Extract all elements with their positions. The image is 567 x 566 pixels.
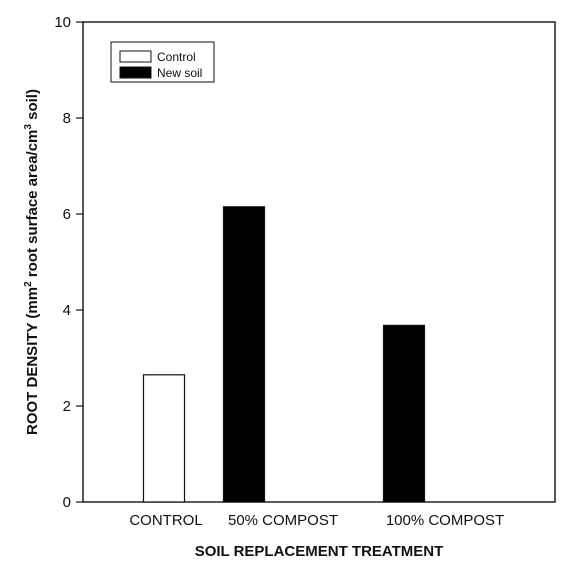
y-tick-label: 2 (63, 398, 71, 415)
y-axis-title: ROOT DENSITY (mm2 root surface area/cm3 … (23, 89, 41, 435)
y-axis-title-middle: root surface area/cm (24, 130, 41, 282)
y-tick-label: 0 (63, 494, 71, 511)
y-tick-label: 6 (63, 206, 71, 223)
y-axis-title-prefix: ROOT DENSITY (mm (24, 287, 41, 435)
legend-swatch-new-soil (119, 66, 152, 79)
legend: Control New soil (110, 41, 215, 83)
x-category-label: 50% COMPOST (228, 512, 338, 529)
y-axis: 0 2 4 6 8 10 (54, 14, 83, 511)
x-category-label: CONTROL (129, 512, 202, 529)
bar-control-control (142, 374, 186, 503)
y-axis-title-sup-3: 3 (23, 124, 34, 130)
legend-label-control: Control (157, 50, 196, 64)
y-axis-title-suffix: soil) (24, 89, 41, 124)
x-axis-labels: CONTROL 50% COMPOST 100% COMPOST (129, 512, 504, 529)
y-tick-label: 10 (54, 14, 71, 31)
y-tick-label: 8 (63, 110, 71, 127)
bars (142, 206, 426, 503)
legend-label-new-soil: New soil (157, 66, 202, 80)
y-tick-label: 4 (63, 302, 71, 319)
y-axis-title-sup-2: 2 (23, 281, 34, 287)
legend-swatch-control (119, 50, 152, 63)
bar-new-soil-100-compost (382, 324, 426, 503)
bar-new-soil-50-compost (222, 206, 266, 503)
x-category-label: 100% COMPOST (386, 512, 504, 529)
plot-frame (82, 21, 556, 503)
x-axis-title: SOIL REPLACEMENT TREATMENT (195, 543, 444, 560)
